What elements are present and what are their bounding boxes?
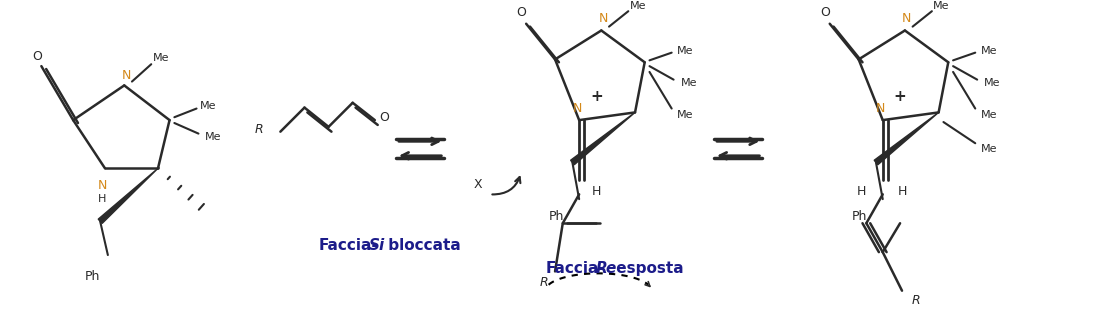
Text: Re: Re: [595, 261, 617, 276]
Text: N: N: [876, 102, 886, 115]
Text: Me: Me: [681, 78, 697, 88]
Text: Ph: Ph: [851, 210, 867, 223]
Text: N: N: [121, 69, 131, 82]
Text: O: O: [32, 50, 42, 63]
Text: N: N: [98, 179, 107, 192]
Text: +: +: [590, 88, 603, 104]
Text: Faccia-: Faccia-: [545, 261, 605, 276]
Polygon shape: [98, 168, 158, 223]
Text: Me: Me: [205, 133, 221, 142]
Text: H: H: [897, 185, 907, 198]
Text: X: X: [474, 178, 482, 191]
Text: esposta: esposta: [611, 261, 683, 276]
Text: Me: Me: [984, 78, 1001, 88]
Text: Me: Me: [677, 46, 693, 56]
Text: H: H: [98, 194, 106, 204]
Text: bloccata: bloccata: [383, 238, 461, 253]
Text: H: H: [592, 185, 601, 198]
Text: N: N: [599, 12, 608, 25]
Text: Ph: Ph: [549, 210, 563, 223]
Polygon shape: [874, 112, 938, 165]
FancyArrowPatch shape: [492, 177, 521, 194]
Text: Me: Me: [677, 110, 693, 120]
Text: N: N: [903, 12, 912, 25]
Text: Me: Me: [200, 101, 216, 111]
Text: Me: Me: [981, 46, 997, 56]
Text: Me: Me: [152, 53, 169, 63]
Text: R: R: [255, 123, 264, 136]
Text: R: R: [539, 277, 548, 290]
Text: +: +: [894, 88, 906, 104]
Text: O: O: [516, 6, 526, 19]
Text: Si: Si: [370, 238, 385, 253]
Text: Me: Me: [981, 110, 997, 120]
Polygon shape: [571, 112, 636, 165]
Text: R: R: [913, 294, 920, 307]
Text: N: N: [572, 102, 582, 115]
Text: H: H: [857, 185, 866, 198]
Text: Faccia-: Faccia-: [319, 238, 378, 253]
Text: Me: Me: [981, 144, 997, 154]
Text: O: O: [820, 6, 830, 19]
Text: Me: Me: [934, 1, 949, 11]
Text: O: O: [380, 111, 390, 124]
Text: Me: Me: [630, 1, 647, 11]
Text: Ph: Ph: [85, 270, 100, 283]
